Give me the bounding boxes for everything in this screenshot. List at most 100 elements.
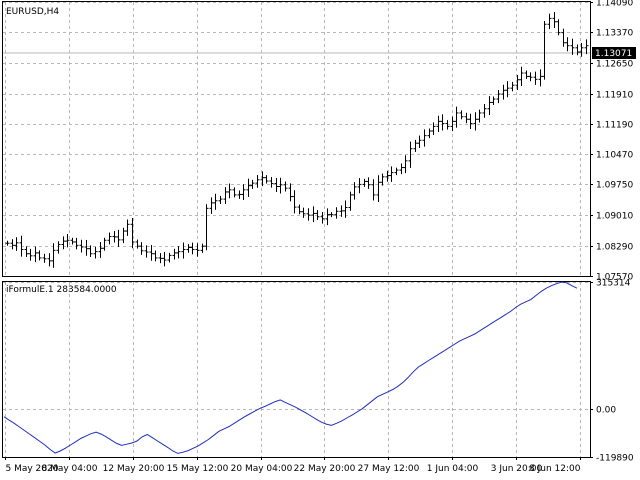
price-bar[interactable] [5, 240, 10, 246]
price-bar[interactable] [533, 71, 538, 85]
price-bar[interactable] [213, 193, 218, 210]
price-bar[interactable] [121, 227, 126, 244]
price-bar[interactable] [278, 177, 283, 194]
price-bar[interactable] [84, 239, 89, 256]
price-bar[interactable] [269, 176, 274, 188]
price-bar[interactable] [255, 174, 260, 188]
price-bar[interactable] [371, 179, 376, 201]
price-bar[interactable] [264, 175, 269, 184]
price-bar[interactable] [389, 166, 394, 182]
price-bar[interactable] [413, 139, 418, 152]
price-bar[interactable] [376, 175, 381, 202]
price-bar[interactable] [501, 84, 506, 100]
price-bar[interactable] [380, 173, 385, 186]
price-bar[interactable] [88, 245, 93, 258]
price-bar[interactable] [176, 246, 181, 259]
price-bar[interactable] [482, 103, 487, 118]
price-bar[interactable] [42, 253, 47, 263]
price-bar[interactable] [181, 242, 186, 259]
price-bar[interactable] [357, 178, 362, 194]
price-bar[interactable] [107, 232, 112, 245]
price-bar[interactable] [14, 237, 19, 251]
price-bar[interactable] [288, 183, 293, 202]
price-bar[interactable] [61, 236, 66, 250]
price-bar[interactable] [246, 178, 251, 197]
price-bar[interactable] [528, 72, 533, 82]
price-bar[interactable] [505, 81, 510, 98]
price-bar[interactable] [98, 241, 103, 258]
price-bar[interactable] [464, 112, 469, 124]
price-bar[interactable] [227, 183, 232, 199]
price-bar[interactable] [218, 195, 223, 205]
price-bar[interactable] [524, 70, 529, 79]
price-bar[interactable] [440, 114, 445, 131]
price-bar[interactable] [547, 13, 552, 30]
price-bar[interactable] [519, 66, 524, 87]
price-bar[interactable] [366, 177, 371, 189]
price-bar[interactable] [510, 81, 515, 92]
price-bar[interactable] [74, 237, 79, 250]
price-bar[interactable] [250, 179, 255, 189]
price-bar[interactable] [204, 204, 209, 251]
price-bar[interactable] [274, 177, 279, 193]
price-bar[interactable] [565, 37, 570, 52]
price-bar[interactable] [10, 239, 15, 250]
price-bar[interactable] [556, 19, 561, 36]
price-bar[interactable] [116, 229, 121, 247]
price-bar[interactable] [385, 170, 390, 182]
price-bar[interactable] [491, 96, 496, 105]
price-bar[interactable] [102, 237, 107, 251]
price-bar[interactable] [232, 187, 237, 198]
price-bar[interactable] [33, 246, 38, 263]
price-bar[interactable] [477, 109, 482, 123]
price-bar[interactable] [237, 190, 242, 199]
price-bar[interactable] [292, 190, 297, 214]
price-bar[interactable] [37, 250, 42, 261]
price-bar[interactable] [579, 43, 584, 57]
price-bar[interactable] [167, 252, 172, 263]
price-bar[interactable] [427, 128, 432, 139]
price-bar[interactable] [575, 44, 580, 56]
price-bar[interactable] [135, 239, 140, 249]
price-bar[interactable] [570, 38, 575, 55]
price-bar[interactable] [496, 89, 501, 104]
price-bar[interactable] [334, 207, 339, 219]
price-bar[interactable] [70, 237, 75, 245]
price-bar[interactable] [93, 246, 98, 259]
price-bar[interactable] [112, 230, 117, 243]
price-bar[interactable] [241, 184, 246, 201]
indicator-line[interactable] [3, 281, 578, 454]
price-bar[interactable] [158, 253, 163, 264]
price-bar[interactable] [260, 171, 265, 187]
price-bar[interactable] [408, 141, 413, 168]
price-bar[interactable] [542, 20, 547, 80]
price-bar[interactable] [325, 208, 330, 226]
price-bar[interactable] [515, 74, 520, 90]
price-bar[interactable] [130, 218, 135, 249]
price-bar[interactable] [473, 112, 478, 131]
price-bar[interactable] [329, 212, 334, 218]
price-bar[interactable] [552, 12, 557, 29]
price-bar[interactable] [65, 233, 70, 248]
price-bar[interactable] [283, 181, 288, 192]
price-bar[interactable] [538, 69, 543, 87]
price-bar[interactable] [56, 241, 61, 254]
price-bar[interactable] [459, 110, 464, 120]
price-bar[interactable] [186, 244, 191, 253]
price-bar[interactable] [362, 178, 367, 187]
price-bar[interactable] [450, 116, 455, 132]
price-bar[interactable] [139, 242, 144, 255]
price-bar[interactable] [422, 129, 427, 147]
price-bar[interactable] [436, 115, 441, 132]
price-bar[interactable] [79, 239, 84, 253]
price-bar[interactable] [431, 122, 436, 136]
price-bar[interactable] [172, 248, 177, 260]
price-bar[interactable] [125, 219, 130, 236]
price-bar[interactable] [320, 211, 325, 224]
price-bar[interactable] [209, 197, 214, 214]
price-bar[interactable] [315, 210, 320, 221]
price-bar[interactable] [306, 208, 311, 221]
price-bar[interactable] [445, 120, 450, 130]
price-bar[interactable] [311, 206, 316, 223]
price-bar[interactable] [144, 245, 149, 258]
